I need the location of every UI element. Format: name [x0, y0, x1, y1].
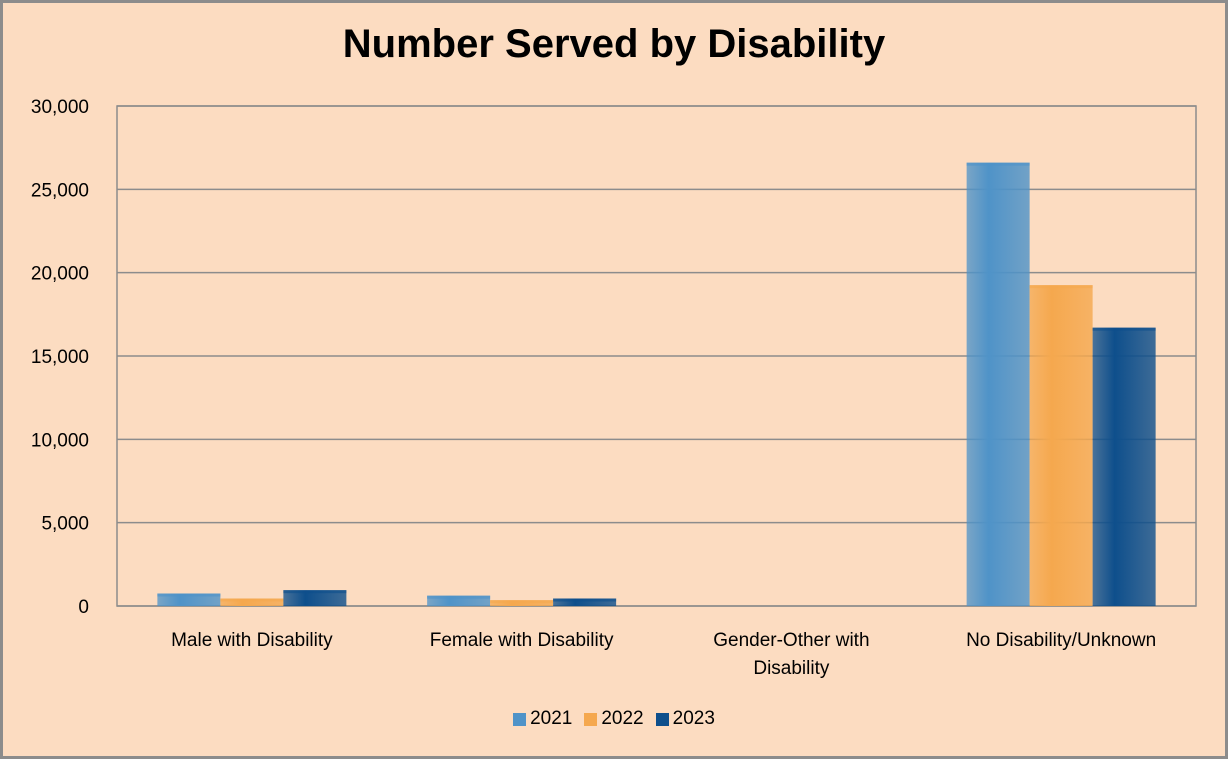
legend-label: 2022	[601, 708, 644, 729]
bar-top-edge	[553, 598, 617, 602]
bar	[157, 593, 221, 606]
legend-swatch	[513, 712, 527, 726]
x-category-label: Disability	[753, 658, 830, 679]
x-category-label: Gender-Other with	[713, 630, 869, 651]
y-tick-label: 15,000	[31, 347, 89, 368]
bar	[427, 595, 491, 606]
bar	[283, 590, 347, 606]
x-category-label: Male with Disability	[171, 630, 333, 651]
chart-legend: 2021 2022 2023	[0, 708, 1228, 730]
bar-top-edge	[157, 593, 221, 597]
y-tick-label: 30,000	[31, 97, 89, 118]
y-tick-label: 5,000	[41, 514, 89, 535]
y-tick-label: 0	[78, 597, 89, 618]
x-category-label: Female with Disability	[430, 630, 614, 651]
bar	[553, 598, 617, 606]
y-tick-label: 25,000	[31, 180, 89, 201]
bar-top-edge	[966, 162, 1030, 166]
legend-label: 2023	[672, 708, 715, 729]
legend-item: 2022	[584, 708, 644, 730]
bar	[1092, 327, 1156, 606]
bar-top-edge	[490, 600, 554, 604]
y-tick-label: 20,000	[31, 264, 89, 285]
legend-item: 2023	[655, 708, 715, 730]
y-tick-label: 10,000	[31, 430, 89, 451]
bar	[966, 162, 1030, 606]
bar-top-edge	[283, 590, 347, 594]
bar	[220, 598, 284, 606]
legend-item: 2021	[513, 708, 572, 730]
bar	[1029, 285, 1093, 606]
bar-top-edge	[1092, 327, 1156, 331]
legend-label: 2021	[530, 708, 573, 729]
legend-swatch	[655, 712, 669, 726]
chart-title: Number Served by Disability	[342, 22, 886, 66]
bar-top-edge	[427, 595, 491, 599]
x-category-label: No Disability/Unknown	[966, 630, 1156, 651]
bar-top-edge	[1029, 285, 1093, 289]
bar-top-edge	[220, 598, 284, 602]
legend-swatch	[584, 712, 598, 726]
